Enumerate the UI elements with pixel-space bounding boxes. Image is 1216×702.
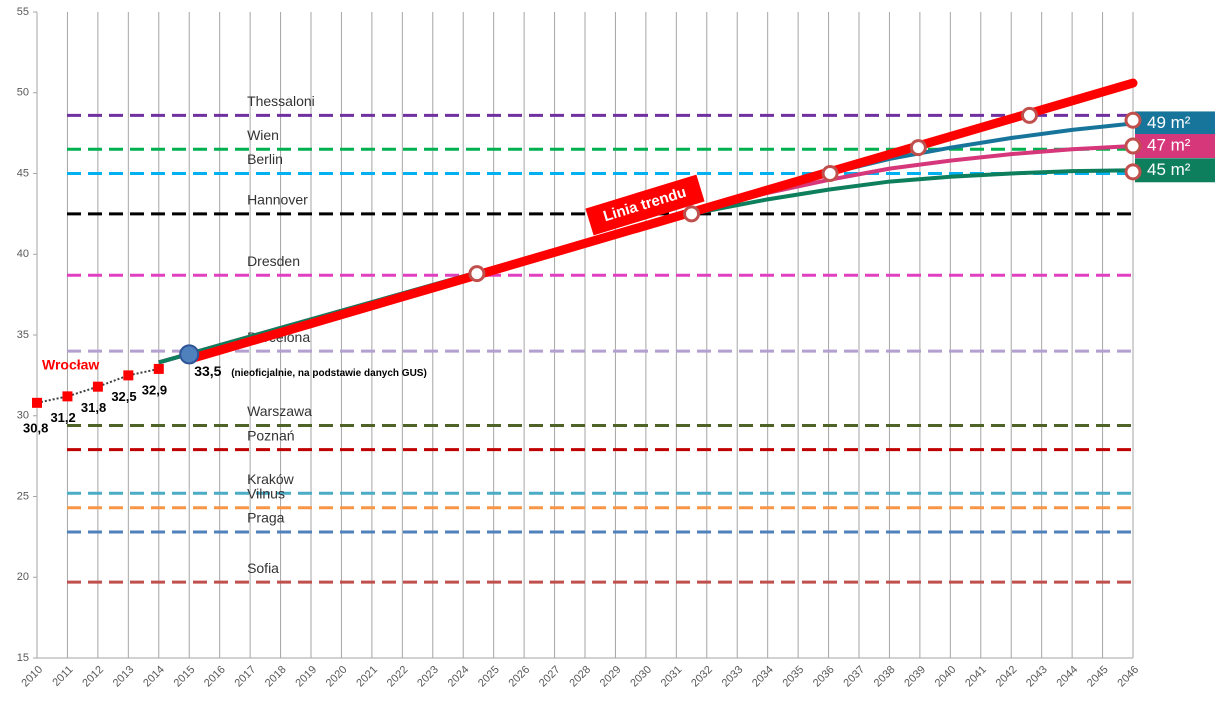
x-tick-label: 2032 <box>689 664 715 690</box>
x-tick-label: 2019 <box>293 664 319 690</box>
y-tick-label: 30 <box>17 410 29 422</box>
y-tick-label: 25 <box>17 490 29 502</box>
x-tick-label: 2043 <box>1024 664 1050 690</box>
reference-label: Warszawa <box>247 403 312 419</box>
marker <box>1124 111 1142 129</box>
marker <box>1124 163 1142 181</box>
x-tick-label: 2034 <box>750 664 776 690</box>
x-tick-label: 2028 <box>567 664 593 690</box>
y-tick-label: 50 <box>17 87 29 99</box>
reference-label: Poznań <box>247 427 294 443</box>
wroclaw-point <box>92 381 103 392</box>
x-tick-label: 2046 <box>1115 664 1141 690</box>
y-tick-label: 35 <box>17 329 29 341</box>
reference-label: Hannover <box>247 192 308 208</box>
data-label: 30,8 <box>23 420 48 435</box>
x-tick-label: 2023 <box>415 664 441 690</box>
wroclaw-point <box>153 363 164 374</box>
x-tick-label: 2012 <box>80 664 106 690</box>
end-label: 49 m² <box>1147 113 1191 132</box>
data-label: 31,8 <box>81 400 106 415</box>
y-tick-label: 55 <box>17 6 29 18</box>
reference-label: Vilnus <box>247 486 285 502</box>
end-label-box <box>1135 111 1215 136</box>
x-tick-label: 2039 <box>902 664 928 690</box>
x-tick-label: 2017 <box>232 664 258 690</box>
wroclaw-point <box>62 391 73 402</box>
data-label: 32,9 <box>142 382 167 397</box>
annotation: 33,5 <box>194 363 221 379</box>
x-tick-label: 2045 <box>1085 664 1111 690</box>
data-label: 32,5 <box>111 389 136 404</box>
wroclaw-line <box>36 367 159 404</box>
x-tick-label: 2029 <box>598 664 624 690</box>
end-label: 45 m² <box>1147 160 1191 179</box>
x-tick-label: 2038 <box>872 664 898 690</box>
x-tick-label: 2037 <box>841 664 867 690</box>
x-tick-label: 2010 <box>19 664 45 690</box>
x-tick-label: 2026 <box>506 664 532 690</box>
x-tick-label: 2021 <box>354 664 380 690</box>
x-tick-label: 2018 <box>263 664 289 690</box>
reference-label: Praga <box>247 510 285 526</box>
x-tick-label: 2022 <box>385 664 411 690</box>
y-tick-label: 40 <box>17 248 29 260</box>
reference-label: Wien <box>247 127 279 143</box>
y-tick-label: 45 <box>17 167 29 179</box>
x-tick-label: 2013 <box>111 664 137 690</box>
reference-label: Thessaloni <box>247 93 315 109</box>
x-tick-label: 2015 <box>172 664 198 690</box>
marker <box>1124 137 1142 155</box>
x-tick-label: 2042 <box>994 664 1020 690</box>
x-tick-label: 2016 <box>202 664 228 690</box>
reference-label: Berlin <box>247 151 283 167</box>
x-tick-label: 2014 <box>141 664 167 690</box>
x-tick-label: 2040 <box>933 664 959 690</box>
data-label: 31,2 <box>50 410 75 425</box>
x-tick-label: 2020 <box>324 664 350 690</box>
end-label-box <box>1135 134 1215 159</box>
marker <box>821 165 839 182</box>
reference-label: Sofia <box>247 560 279 576</box>
y-tick-label: 20 <box>17 571 29 583</box>
wroclaw-point <box>123 370 134 381</box>
x-tick-label: 2031 <box>659 664 685 690</box>
point <box>179 344 200 365</box>
x-tick-label: 2024 <box>446 664 472 690</box>
trend-label-box <box>585 174 705 236</box>
series-label: Wrocław <box>42 357 99 373</box>
wroclaw-point <box>32 397 42 408</box>
marker <box>909 139 927 157</box>
reference-label: Dresden <box>247 253 300 269</box>
x-tick-label: 2033 <box>720 664 746 690</box>
x-tick-label: 2035 <box>780 664 806 690</box>
end-label-box <box>1135 158 1215 183</box>
y-tick-label: 15 <box>17 652 29 664</box>
x-tick-label: 2036 <box>811 664 837 690</box>
reference-label: Kraków <box>247 471 295 487</box>
marker <box>468 265 486 283</box>
end-label: 47 m² <box>1147 136 1191 155</box>
x-tick-label: 2030 <box>628 664 654 690</box>
trend-line <box>184 78 1138 364</box>
x-tick-label: 2011 <box>50 664 75 689</box>
marker <box>683 205 701 223</box>
x-tick-label: 2041 <box>963 664 989 690</box>
annotation-note: (nieoficjalnie, na podstawie danych GUS) <box>231 368 427 379</box>
marker <box>1020 106 1038 124</box>
x-tick-label: 2025 <box>476 664 502 690</box>
x-tick-label: 2027 <box>537 664 563 690</box>
x-tick-label: 2044 <box>1054 664 1080 690</box>
